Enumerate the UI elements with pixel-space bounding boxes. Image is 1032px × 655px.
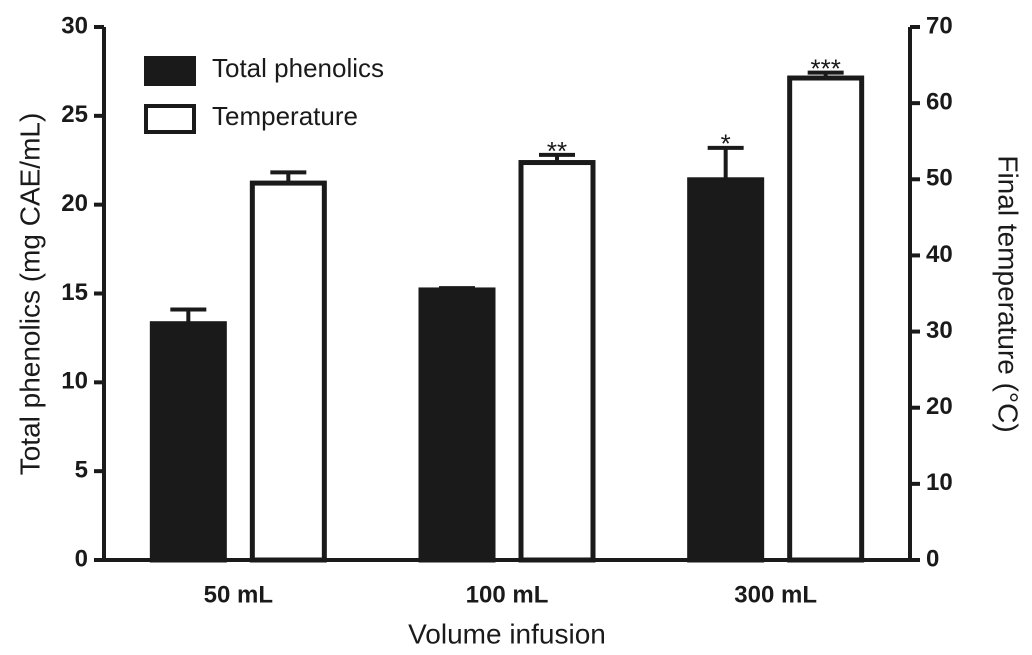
x-axis-title: Volume infusion bbox=[408, 618, 606, 649]
annotation: ** bbox=[547, 136, 567, 166]
y2-tick-label: 0 bbox=[926, 545, 939, 572]
y-tick-label: 15 bbox=[61, 279, 88, 306]
annotation: *** bbox=[810, 54, 840, 84]
y2-tick-label: 70 bbox=[926, 12, 953, 39]
x-tick-label: 300 mL bbox=[734, 581, 817, 608]
y2-tick-label: 20 bbox=[926, 393, 953, 420]
x-tick-label: 50 mL bbox=[204, 581, 273, 608]
legend-swatch bbox=[144, 104, 196, 134]
y2-tick-label: 30 bbox=[926, 317, 953, 344]
bar bbox=[249, 180, 327, 563]
y-tick-label: 20 bbox=[61, 190, 88, 217]
y-tick-label: 30 bbox=[61, 12, 88, 39]
bar bbox=[687, 177, 765, 563]
legend-label: Total phenolics bbox=[212, 53, 384, 83]
bar bbox=[149, 321, 227, 563]
y2-tick-label: 50 bbox=[926, 165, 953, 192]
bar bbox=[418, 287, 496, 563]
bar bbox=[518, 160, 596, 563]
legend-label: Temperature bbox=[212, 101, 358, 131]
y-axis-title: Total phenolics (mg CAE/mL) bbox=[14, 113, 45, 476]
bar bbox=[787, 75, 865, 563]
legend-swatch bbox=[144, 56, 196, 86]
y2-tick-label: 40 bbox=[926, 241, 953, 268]
y2-tick-label: 10 bbox=[926, 469, 953, 496]
y-tick-label: 0 bbox=[75, 545, 88, 572]
y-tick-label: 5 bbox=[75, 457, 88, 484]
annotation: * bbox=[721, 129, 731, 159]
y2-tick-label: 60 bbox=[926, 88, 953, 115]
y-tick-label: 25 bbox=[61, 101, 88, 128]
y2-axis-title: Final temperature (°C) bbox=[993, 155, 1024, 432]
x-tick-label: 100 mL bbox=[466, 581, 549, 608]
y-tick-label: 10 bbox=[61, 368, 88, 395]
